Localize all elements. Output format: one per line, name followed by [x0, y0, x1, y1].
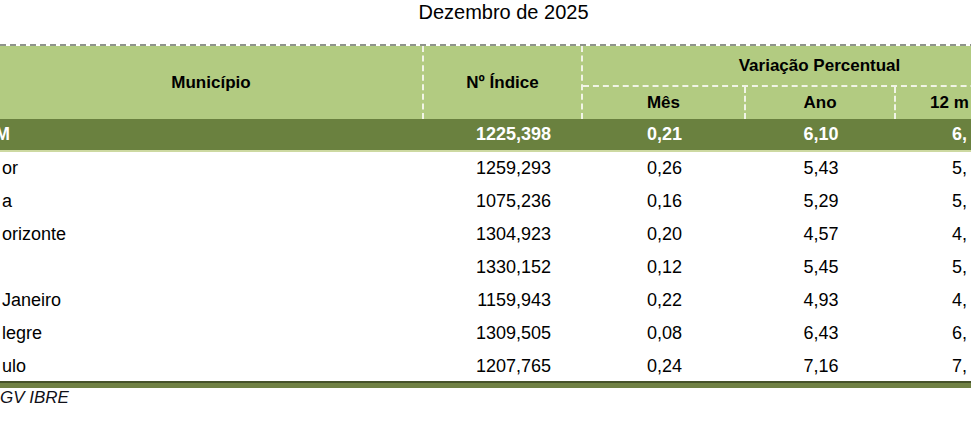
cell-municipio: a [0, 185, 424, 218]
cell-municipio: M [0, 119, 424, 152]
cell-12-meses: 5, [896, 251, 971, 284]
cell-mes: 0,21 [583, 119, 746, 152]
table-row: a 1075,236 0,16 5,29 5, [0, 185, 971, 218]
table-bottom-border [0, 381, 971, 388]
col-header-municipio: Município [0, 46, 424, 119]
cell-municipio: orizonte [0, 218, 424, 251]
cell-ano: 7,16 [746, 350, 896, 383]
cell-mes: 0,22 [583, 284, 746, 317]
cell-mes: 0,26 [583, 152, 746, 185]
cell-mes: 0,20 [583, 218, 746, 251]
cell-mes: 0,08 [583, 317, 746, 350]
cell-municipio: legre [0, 317, 424, 350]
cell-12-meses: 7, [896, 350, 971, 383]
cell-12-meses: 4, [896, 284, 971, 317]
cell-ano: 5,43 [746, 152, 896, 185]
col-header-indice: Nº Índice [424, 46, 583, 119]
cell-ano: 5,45 [746, 251, 896, 284]
price-index-table: Município Nº Índice Variação Percentual … [0, 44, 971, 383]
cell-municipio: ulo [0, 350, 424, 383]
cell-mes: 0,24 [583, 350, 746, 383]
cell-12-meses: 4, [896, 218, 971, 251]
table-row: or 1259,293 0,26 5,43 5, [0, 152, 971, 185]
table-row: orizonte 1304,923 0,20 4,57 4, [0, 218, 971, 251]
cell-mes: 0,12 [583, 251, 746, 284]
table-row: legre 1309,505 0,08 6,43 6, [0, 317, 971, 350]
cell-mes: 0,16 [583, 185, 746, 218]
cell-indice: 1304,923 [424, 218, 583, 251]
cell-ano: 6,43 [746, 317, 896, 350]
cell-indice: 1207,765 [424, 350, 583, 383]
table-row-highlight: M 1225,398 0,21 6,10 6, [0, 119, 971, 152]
cell-12-meses: 6, [896, 119, 971, 152]
cell-municipio: or [0, 152, 424, 185]
cell-indice: 1259,293 [424, 152, 583, 185]
cell-municipio [0, 251, 424, 284]
table-row: ulo 1207,765 0,24 7,16 7, [0, 350, 971, 383]
cell-ano: 6,10 [746, 119, 896, 152]
page-title: Dezembro de 2025 [18, 1, 971, 24]
cell-12-meses: 6, [896, 317, 971, 350]
col-header-variacao-percentual: Variação Percentual [583, 46, 971, 87]
cell-ano: 5,29 [746, 185, 896, 218]
header-row-top: Município Nº Índice Variação Percentual [0, 46, 971, 87]
cell-indice: 1159,943 [424, 284, 583, 317]
cell-ano: 4,93 [746, 284, 896, 317]
col-header-ano: Ano [746, 87, 896, 119]
source-note: GV IBRE [0, 388, 69, 408]
cell-municipio: Janeiro [0, 284, 424, 317]
cell-indice: 1309,505 [424, 317, 583, 350]
cell-ano: 4,57 [746, 218, 896, 251]
cell-indice: 1225,398 [424, 119, 583, 152]
table-row: Janeiro 1159,943 0,22 4,93 4, [0, 284, 971, 317]
col-header-12-meses: 12 m [896, 87, 971, 119]
cell-12-meses: 5, [896, 185, 971, 218]
cell-indice: 1330,152 [424, 251, 583, 284]
cell-indice: 1075,236 [424, 185, 583, 218]
price-index-table-wrap: Município Nº Índice Variação Percentual … [0, 44, 971, 383]
table-row: 1330,152 0,12 5,45 5, [0, 251, 971, 284]
col-header-mes: Mês [583, 87, 746, 119]
cell-12-meses: 5, [896, 152, 971, 185]
